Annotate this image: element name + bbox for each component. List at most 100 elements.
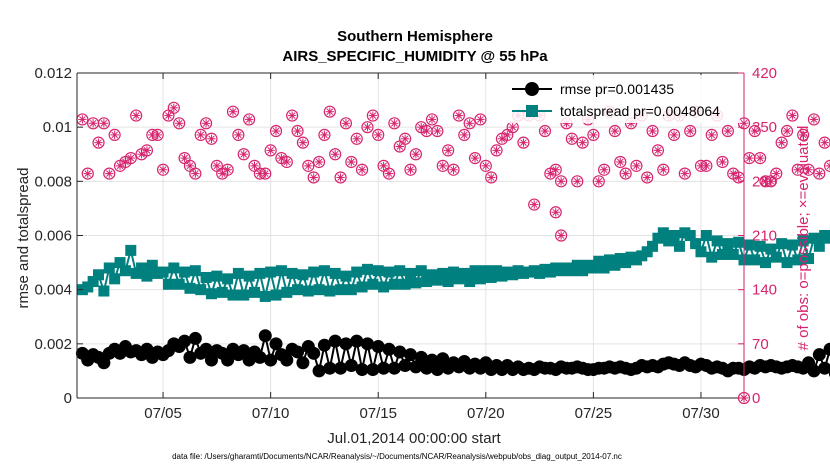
obs-asterisk-stroke xyxy=(331,150,339,158)
obs-possible-point xyxy=(345,155,358,169)
obs-possible-point xyxy=(667,128,681,142)
totalspread-point xyxy=(700,230,712,241)
obs-asterisk-stroke xyxy=(659,166,667,174)
obs-evaluated-point xyxy=(287,111,297,120)
totalspread-point xyxy=(243,270,255,282)
obs-asterisk-stroke xyxy=(568,135,576,143)
obs-possible-point xyxy=(312,155,326,169)
totalspread-point xyxy=(141,270,153,282)
obs-evaluated-point xyxy=(486,173,496,182)
obs-possible-point xyxy=(302,159,315,172)
obs-possible-point xyxy=(399,132,412,145)
obs-evaluated-point xyxy=(250,161,259,171)
obs-asterisk-stroke xyxy=(380,162,387,170)
obs-possible-point xyxy=(555,175,568,188)
legend-rmse-label: rmse pr=0.001435 xyxy=(560,81,674,97)
obs-asterisk-stroke xyxy=(304,162,312,170)
legend-spread-label: totalspread pr=0.0048064 xyxy=(560,103,720,119)
obs-possible-point xyxy=(651,144,665,157)
x-axis-label: Jul.01,2014 00:00:00 start xyxy=(327,430,501,447)
totalspread-point xyxy=(813,240,825,252)
obs-evaluated-point xyxy=(573,177,582,186)
obs-possible-point xyxy=(425,113,439,126)
obs-evaluated-point xyxy=(153,130,162,140)
obs-possible-point xyxy=(199,117,213,130)
obs-asterisk-stroke xyxy=(202,119,210,127)
obs-possible-point xyxy=(468,152,482,165)
rmse-point xyxy=(393,345,407,359)
obs-asterisk-stroke xyxy=(751,127,759,135)
obs-possible-point xyxy=(716,155,729,169)
obs-asterisk-stroke xyxy=(794,166,802,174)
obs-evaluated-point xyxy=(126,153,135,163)
obs-evaluated-point xyxy=(729,169,738,178)
obs-evaluated-point xyxy=(616,157,625,167)
obs-possible-point xyxy=(264,144,277,157)
rmse-point xyxy=(409,360,423,374)
obs-evaluated-point xyxy=(266,146,275,155)
y-tick-label-left: 0.002 xyxy=(34,336,72,353)
obs-asterisk-stroke xyxy=(364,123,371,131)
obs-evaluated-point xyxy=(239,150,248,159)
totalspread-point xyxy=(716,248,728,260)
obs-asterisk-stroke xyxy=(423,127,430,135)
totalspread-point xyxy=(270,289,282,301)
obs-evaluated-point xyxy=(508,122,517,132)
obs-possible-point xyxy=(259,167,272,180)
obs-asterisk-stroke xyxy=(111,131,118,139)
totalspread-point xyxy=(781,257,793,269)
obs-asterisk-stroke xyxy=(272,127,280,135)
y-tick-label-right: 70 xyxy=(752,336,769,353)
totalspread-point xyxy=(609,259,621,271)
rmse-point xyxy=(312,364,326,378)
obs-possible-point xyxy=(436,159,449,172)
totalspread-point xyxy=(179,266,191,278)
y-axis-label-right: # of obs: o=possible; ×=evaluated xyxy=(795,126,812,351)
obs-possible-point xyxy=(474,113,487,126)
obs-asterisk-stroke xyxy=(799,131,807,139)
obs-asterisk-stroke xyxy=(417,123,425,131)
rmse-point xyxy=(344,359,358,372)
totalspread-point xyxy=(367,278,379,290)
totalspread-point xyxy=(200,271,212,283)
totalspread-point xyxy=(410,277,422,289)
obs-asterisk-stroke xyxy=(294,127,301,135)
totalspread-point xyxy=(184,282,196,294)
obs-evaluated-point xyxy=(325,107,335,116)
obs-possible-point xyxy=(721,124,734,138)
obs-asterisk-stroke xyxy=(434,127,441,135)
obs-evaluated-point xyxy=(648,126,657,136)
obs-evaluated-point xyxy=(788,111,797,120)
rmse-point xyxy=(360,337,374,351)
totalspread-point xyxy=(695,246,707,258)
rmse-point xyxy=(269,337,283,351)
rmse-point xyxy=(366,363,380,377)
obs-evaluated-point xyxy=(519,138,528,147)
obs-evaluated-point xyxy=(438,161,447,171)
obs-asterisk-stroke xyxy=(95,139,102,146)
obs-asterisk-stroke xyxy=(412,150,420,158)
obs-asterisk-stroke xyxy=(358,166,366,174)
obs-possible-point xyxy=(458,128,471,142)
totalspread-point xyxy=(173,278,185,290)
totalspread-point xyxy=(93,269,105,281)
totalspread-point xyxy=(598,262,610,274)
obs-asterisk-stroke xyxy=(724,127,732,135)
obs-asterisk-stroke xyxy=(826,162,830,167)
obs-possible-point xyxy=(576,136,589,149)
totalspread-point xyxy=(162,278,174,290)
totalspread-point xyxy=(754,240,766,252)
obs-asterisk-stroke xyxy=(288,112,296,119)
obs-possible-point xyxy=(770,167,783,180)
rmse-point xyxy=(436,352,450,366)
obs-evaluated-point xyxy=(718,157,727,167)
obs-possible-point xyxy=(598,163,611,176)
obs-evaluated-point xyxy=(556,177,566,186)
obs-asterisk-stroke xyxy=(245,116,253,123)
totalspread-point xyxy=(776,238,788,250)
obs-evaluated-point xyxy=(782,126,792,136)
obs-possible-point xyxy=(108,128,121,142)
totalspread-point xyxy=(168,262,180,274)
totalspread-point xyxy=(286,267,298,279)
obs-evaluated-point xyxy=(470,153,480,163)
